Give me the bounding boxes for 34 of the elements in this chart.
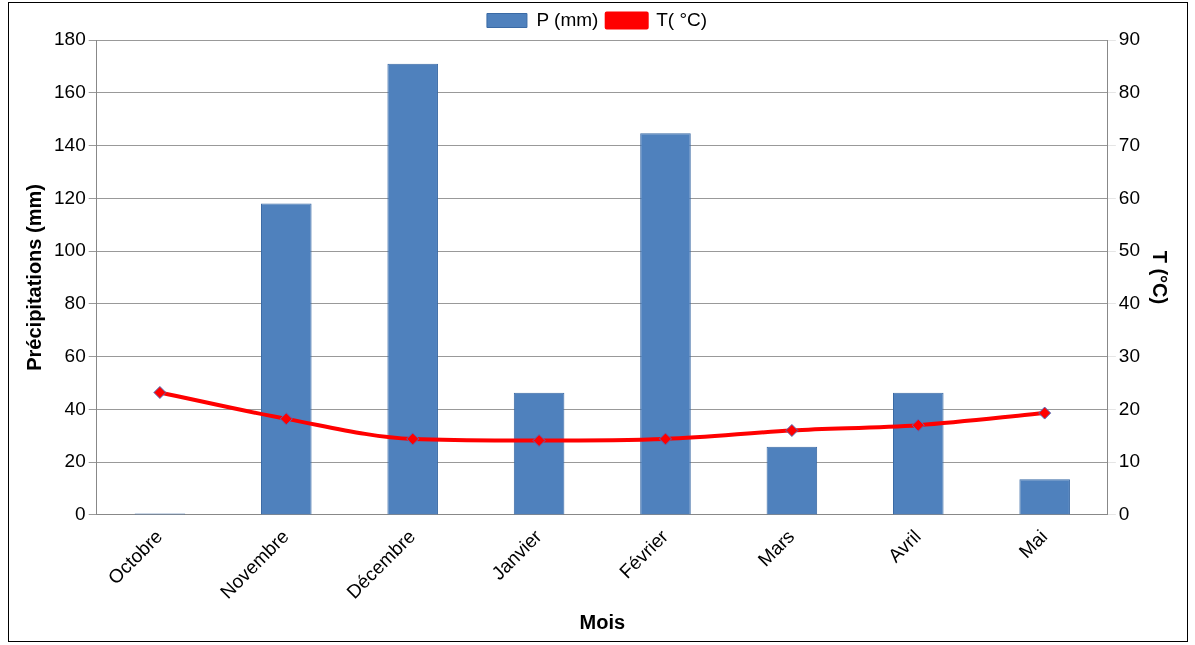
y-tick-label: 60: [64, 344, 86, 366]
y2-tick-label: 80: [1118, 81, 1141, 102]
legend-label: P (mm): [536, 8, 599, 30]
point: [532, 434, 546, 447]
y-tick-label: 160: [54, 81, 86, 102]
y-axis-title: Précipitations (mm): [22, 184, 45, 371]
y-tick-label: 0: [75, 503, 86, 525]
y-tick-label: 180: [54, 28, 86, 50]
y2-tick-label: 20: [1118, 397, 1141, 419]
legend-label: T( °C): [656, 8, 708, 30]
y2-axis-title: T (°C): [1149, 250, 1172, 305]
point: [911, 418, 925, 432]
y2-tick-label: 50: [1118, 239, 1141, 261]
x-tick-label: Mai: [1014, 525, 1052, 563]
point: [406, 432, 420, 446]
point: [1038, 406, 1052, 420]
y2-tick-label: 70: [1118, 133, 1141, 155]
y2-tick-label: 0: [1118, 503, 1130, 525]
y-tick-label: 100: [54, 239, 86, 261]
x-axis-title: Mois: [579, 610, 626, 633]
y-tick-label: 120: [54, 186, 86, 208]
y-tick-label: 140: [54, 133, 86, 155]
point: [658, 432, 672, 446]
point: [279, 412, 293, 426]
y-tick-label: 80: [64, 292, 86, 314]
y-tick-label: 20: [64, 450, 86, 472]
y2-tick-label: 40: [1118, 292, 1141, 314]
y2-tick-label: 60: [1118, 186, 1141, 208]
y2-tick-label: 90: [1118, 28, 1141, 50]
point: [153, 385, 167, 399]
y2-tick-label: 10: [1118, 450, 1141, 472]
y-tick-label: 40: [64, 397, 86, 419]
y2-tick-label: 30: [1118, 344, 1141, 366]
point: [785, 423, 799, 437]
